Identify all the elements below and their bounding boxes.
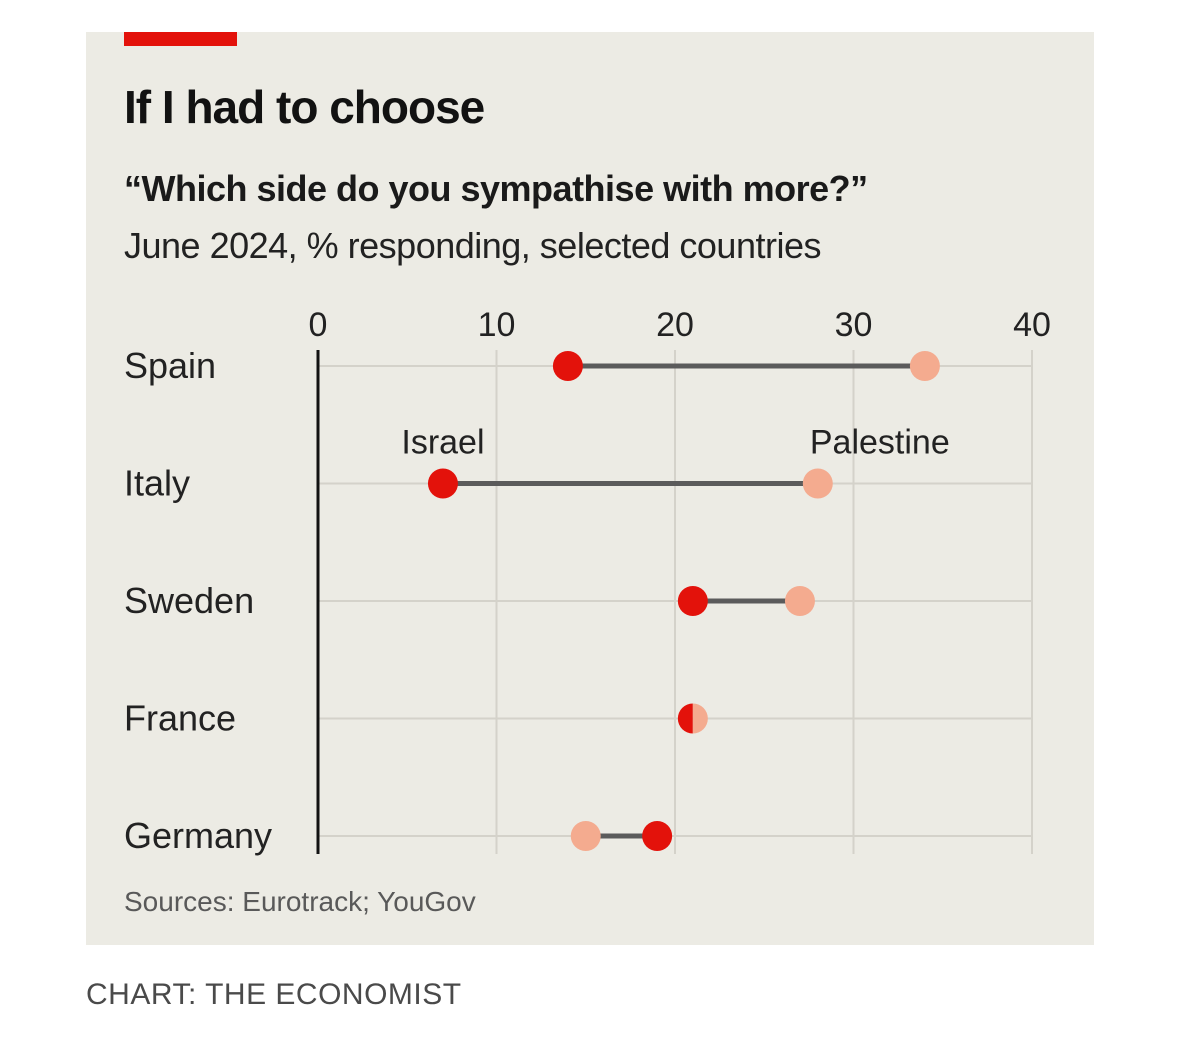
dot-israel-france	[677, 703, 693, 734]
source-note: Sources: Eurotrack; YouGov	[124, 886, 476, 917]
row-layer: Spain Italy Sweden France Germany	[124, 345, 940, 856]
category-label-italy: Italy	[124, 463, 190, 504]
dot-israel-germany	[642, 821, 673, 851]
chart-title: If I had to choose	[124, 81, 485, 133]
chart-panel: If I had to choose “Which side do you sy…	[86, 32, 1094, 945]
category-label-germany: Germany	[124, 815, 272, 856]
chart-credit: CHART: THE ECONOMIST	[86, 978, 462, 1011]
x-tick-label-10: 10	[478, 306, 516, 344]
dot-palestine-germany	[570, 821, 601, 851]
x-tick-label-0: 0	[309, 306, 328, 344]
category-label-sweden: Sweden	[124, 580, 254, 621]
x-tick-label-40: 40	[1013, 306, 1051, 344]
series-label-palestine: Palestine	[810, 424, 950, 462]
brand-red-tag	[124, 32, 237, 46]
chart-subtitle: “Which side do you sympathise with more?…	[124, 168, 868, 209]
category-label-france: France	[124, 698, 236, 739]
dot-israel-sweden	[677, 586, 708, 616]
dot-chart: 0 10 20 30 40 SpainItalySwedenFranceGermany …	[124, 306, 1051, 856]
x-tick-label-20: 20	[656, 306, 694, 344]
dot-israel-italy	[427, 468, 458, 499]
series-label-israel: Israel	[401, 424, 484, 462]
dot-israel-spain	[552, 351, 583, 381]
dot-palestine-spain	[909, 351, 940, 381]
grid-layer	[316, 350, 1033, 854]
dot-palestine-italy	[802, 468, 833, 499]
dot-palestine-sweden	[784, 586, 815, 616]
category-label-spain: Spain	[124, 345, 216, 386]
series-label-layer: Israel Palestine	[401, 424, 949, 462]
chart-subtitle-detail: June 2024, % responding, selected countr…	[124, 225, 821, 266]
tick-label-layer: 0 10 20 30 40	[309, 306, 1051, 344]
x-tick-label-30: 30	[835, 306, 873, 344]
dot-palestine-france	[692, 703, 708, 734]
